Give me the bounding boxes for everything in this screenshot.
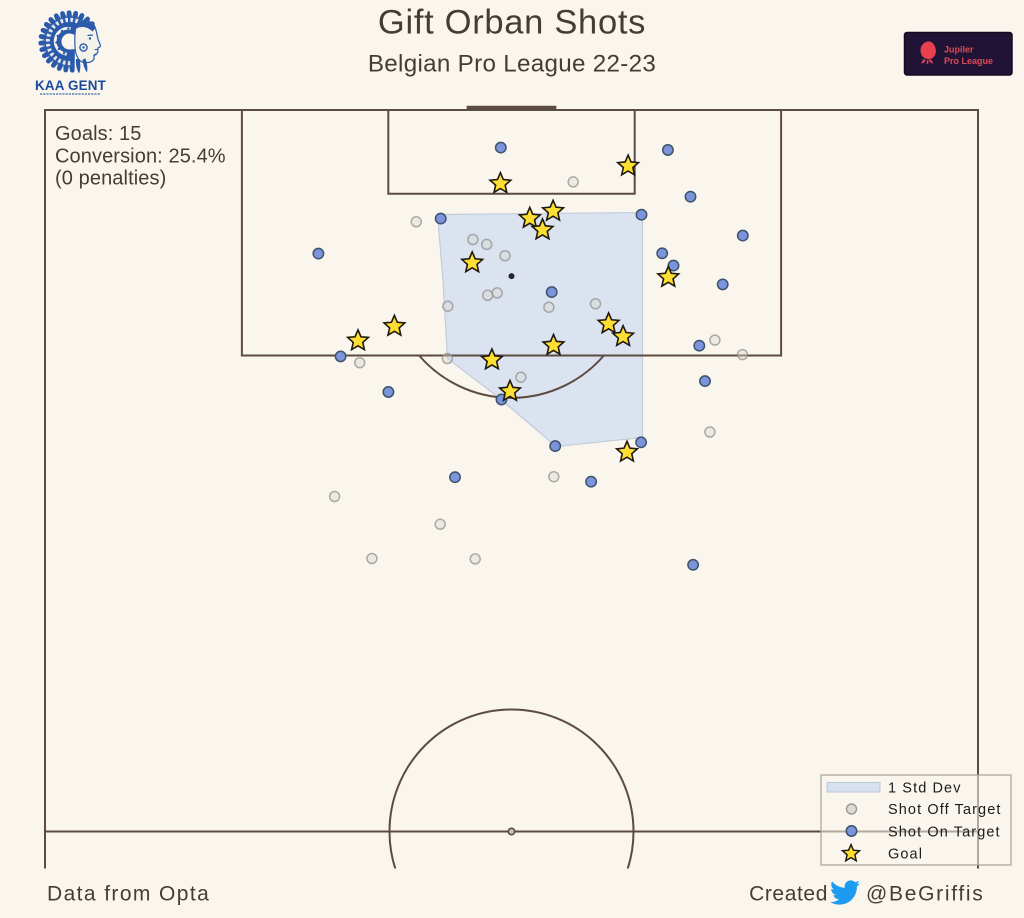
svg-text:Created: Created (749, 883, 828, 906)
svg-text:Belgian Pro League 22-23: Belgian Pro League 22-23 (368, 51, 656, 78)
svg-text:Shot On Target: Shot On Target (888, 825, 1001, 841)
svg-text:@BeGriffis: @BeGriffis (866, 883, 984, 906)
svg-text:Goal: Goal (888, 847, 923, 863)
svg-text:Jupiler: Jupiler (944, 45, 974, 55)
svg-text:Gift Orban Shots: Gift Orban Shots (378, 4, 646, 42)
svg-text:1 Std Dev: 1 Std Dev (888, 781, 962, 797)
svg-text:Pro League: Pro League (944, 56, 993, 66)
svg-text:KAA GENT: KAA GENT (35, 78, 107, 93)
svg-text:Goals: 15: Goals: 15 (55, 123, 142, 145)
svg-text:Conversion: 25.4%: Conversion: 25.4% (55, 145, 226, 167)
svg-text:Data from Opta: Data from Opta (47, 883, 210, 906)
svg-text:Shot Off Target: Shot Off Target (888, 802, 1002, 818)
svg-text:(0 penalties): (0 penalties) (55, 168, 166, 190)
